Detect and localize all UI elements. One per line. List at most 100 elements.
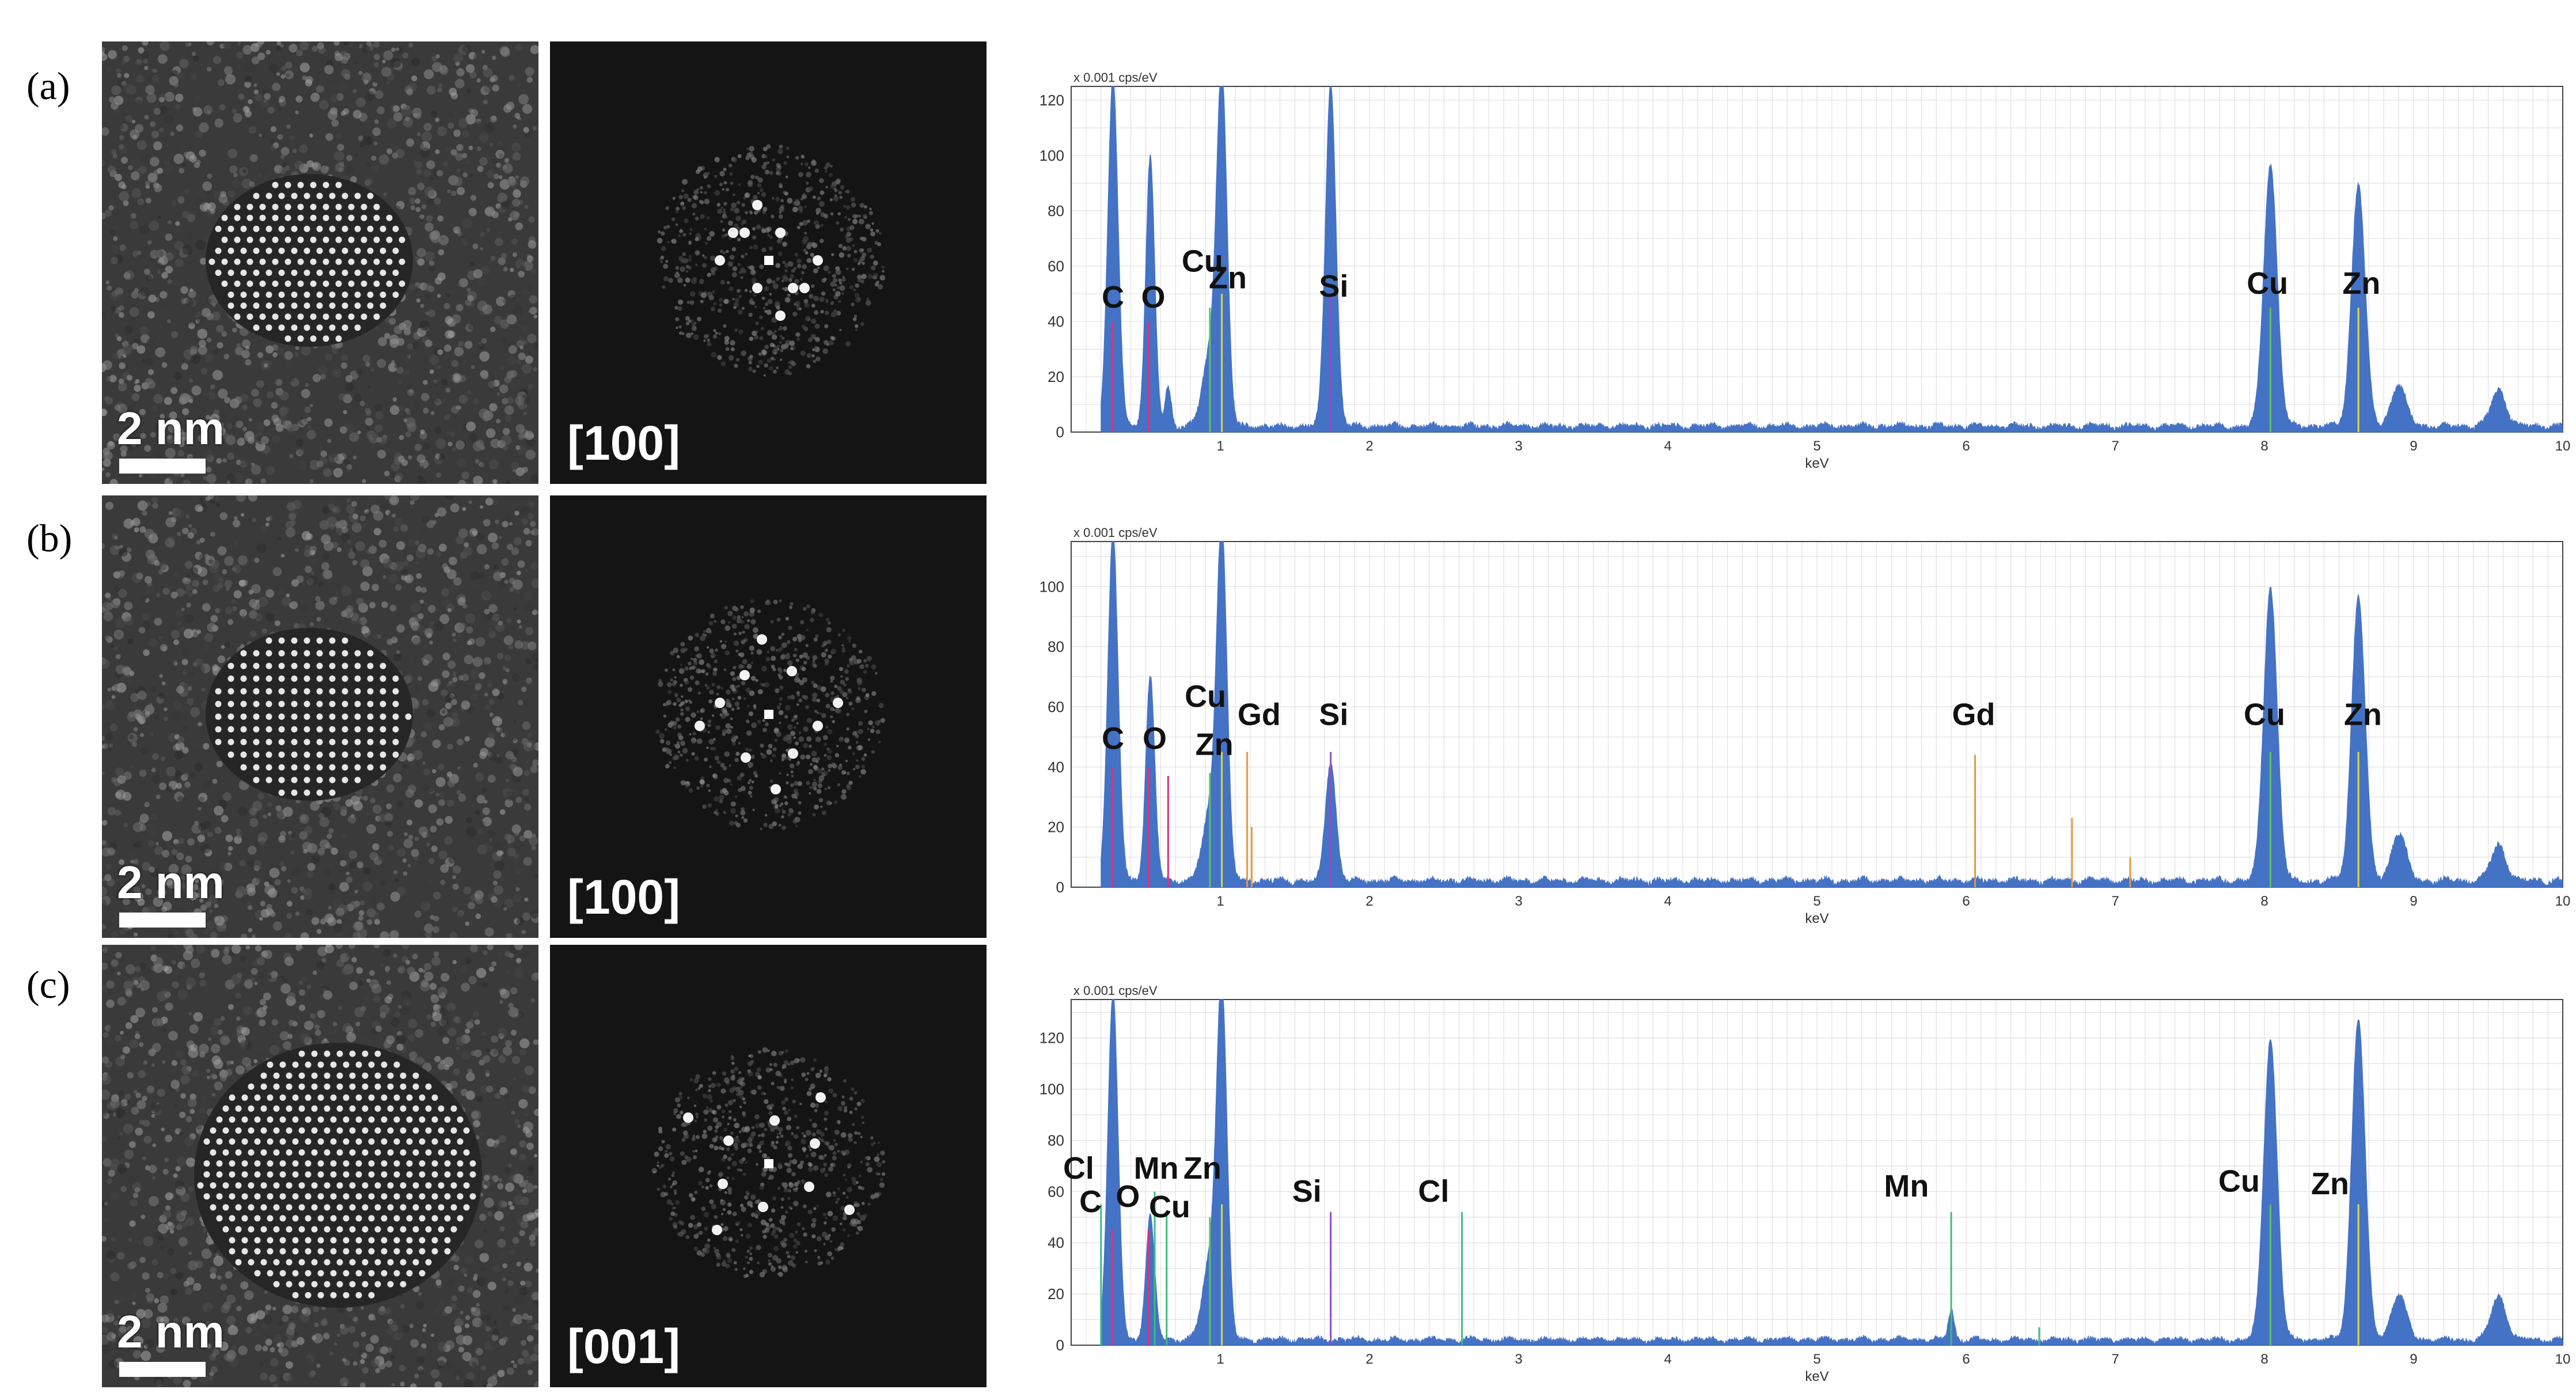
peak-label: Cu <box>1185 679 1226 714</box>
diffraction-spot <box>833 698 843 708</box>
spectrum-area <box>1101 86 2563 433</box>
y-tick-label: 60 <box>1048 258 1064 275</box>
spectrum-area <box>1101 999 2563 1346</box>
diffraction-spot <box>741 752 751 763</box>
y-tick-label: 0 <box>1056 423 1064 441</box>
x-axis-label: keV <box>1805 911 1828 926</box>
x-tick-label: 1 <box>1216 894 1224 909</box>
diffraction-spot <box>712 1225 722 1235</box>
eds-spectrum-b: C O Cu Zn Gd Si Gd Cu Zn 0 20 40 60 80 100 1 2 3 4 5 6 7 8 9 10 x… <box>1014 524 2571 928</box>
lattice-fringes <box>197 1050 476 1299</box>
diffraction-spot <box>715 255 725 266</box>
x-tick-label: 7 <box>2111 438 2119 454</box>
y-tick-label: 100 <box>1039 578 1064 595</box>
y-tick-label: 80 <box>1048 202 1064 219</box>
peak-label: Zn <box>1196 727 1234 762</box>
zone-axis-label: [100] <box>567 870 681 924</box>
zone-axis-label: [001] <box>567 1319 681 1373</box>
peak-label: Mn <box>1884 1169 1929 1203</box>
peak-label: Zn <box>1209 260 1247 295</box>
peak-label: Mn <box>1134 1151 1179 1186</box>
chart-grid <box>1071 86 2563 433</box>
y-tick-label: 0 <box>1056 879 1064 896</box>
fft-noise <box>655 599 886 830</box>
peak-label: O <box>1143 721 1167 756</box>
x-tick-label: 6 <box>1962 1352 1970 1367</box>
y-unit-label: x 0.001 cps/eV <box>1073 525 1158 540</box>
x-tick-label: 1 <box>1216 438 1224 454</box>
peak-label: Zn <box>2311 1167 2349 1201</box>
fft-pattern-a: [100] <box>550 41 987 484</box>
peak-label: Cl <box>1418 1174 1449 1209</box>
y-tick-label: 120 <box>1039 92 1064 109</box>
fft-noise <box>657 144 886 377</box>
diffraction-spot <box>695 721 705 731</box>
diffraction-spot <box>813 721 823 731</box>
peak-label: O <box>1116 1179 1140 1214</box>
hrtem-image-b: 2 nm <box>102 495 538 938</box>
peak-label: Cu <box>2218 1164 2260 1198</box>
diffraction-spot <box>799 283 810 293</box>
diffraction-spot <box>683 1112 693 1123</box>
diffraction-spot <box>728 228 738 238</box>
y-tick-label: 100 <box>1039 1081 1064 1098</box>
x-tick-label: 4 <box>1664 1352 1671 1367</box>
x-tick-label: 9 <box>2410 1352 2417 1367</box>
x-tick-label: 6 <box>1962 438 1970 454</box>
diffraction-spot <box>815 1092 826 1103</box>
scale-bar <box>119 913 206 928</box>
diffraction-spot <box>788 748 798 759</box>
x-tick-label: 7 <box>2111 894 2119 909</box>
diffraction-spot <box>715 698 725 708</box>
chart-grid <box>1071 542 2563 888</box>
chart-grid <box>1071 1000 2563 1346</box>
fft-pattern-b: [100] <box>550 495 987 938</box>
x-tick-label: 2 <box>1365 1352 1373 1367</box>
peak-label: Cu <box>1182 244 1223 279</box>
spectrum-area <box>1101 541 2563 888</box>
eds-spectrum-c: Cl C O Mn Cu Zn Si Cl Mn Cu Zn 0 20 40 60 80 100 120 1 2 3 4 5… <box>1014 982 2571 1386</box>
scale-bar-label: 2 nm <box>117 857 225 908</box>
peak-label: Gd <box>1952 697 1995 732</box>
hrtem-image-c: 2 nm <box>102 945 538 1387</box>
scale-bar <box>119 459 206 474</box>
y-tick-label: 40 <box>1048 313 1064 330</box>
x-tick-label: 5 <box>1813 1352 1820 1367</box>
x-tick-label: 4 <box>1664 894 1671 909</box>
y-tick-label: 80 <box>1048 638 1064 656</box>
peak-label: O <box>1141 280 1165 315</box>
peak-label: Zn <box>2342 266 2380 301</box>
x-tick-label: 9 <box>2410 894 2417 909</box>
diffraction-spot <box>769 1115 780 1126</box>
diffraction-spot <box>757 634 767 645</box>
fft-pattern-c: [001] <box>550 945 987 1387</box>
diffraction-spot <box>775 228 786 238</box>
x-tick-label: 9 <box>2410 438 2417 454</box>
diffraction-spot <box>752 200 762 210</box>
peak-label: Cu <box>2247 266 2288 301</box>
lattice-fringes <box>215 637 412 796</box>
y-unit-label: x 0.001 cps/eV <box>1073 70 1158 85</box>
y-tick-label: 20 <box>1048 1285 1064 1303</box>
fft-center-spot <box>764 1159 773 1168</box>
x-tick-label: 3 <box>1515 438 1522 454</box>
diffraction-spot <box>788 283 798 293</box>
diffraction-spot <box>771 784 781 794</box>
x-tick-label: 5 <box>1813 894 1820 909</box>
x-tick-label: 1 <box>1216 1352 1224 1367</box>
peak-label: Si <box>1292 1174 1322 1209</box>
panel-label-a: (a) <box>26 64 70 108</box>
nanoparticle <box>194 1043 482 1308</box>
peak-label: Cl <box>1063 1151 1094 1186</box>
x-tick-label: 10 <box>2555 1352 2571 1367</box>
diffraction-spot <box>723 1135 734 1146</box>
eds-spectrum-a: C O Cu Zn Si Cu Zn 0 20 40 60 80 100 120 1 2 3 4 5 6 7 8 9 10 x … <box>1014 69 2571 472</box>
diffraction-spot <box>775 311 786 321</box>
x-tick-label: 3 <box>1515 894 1522 909</box>
y-tick-label: 40 <box>1048 1234 1064 1251</box>
peak-label: Si <box>1319 269 1348 304</box>
peak-label: Cu <box>1149 1190 1190 1224</box>
diffraction-spot <box>810 1138 820 1149</box>
fft-center-spot <box>764 710 773 719</box>
